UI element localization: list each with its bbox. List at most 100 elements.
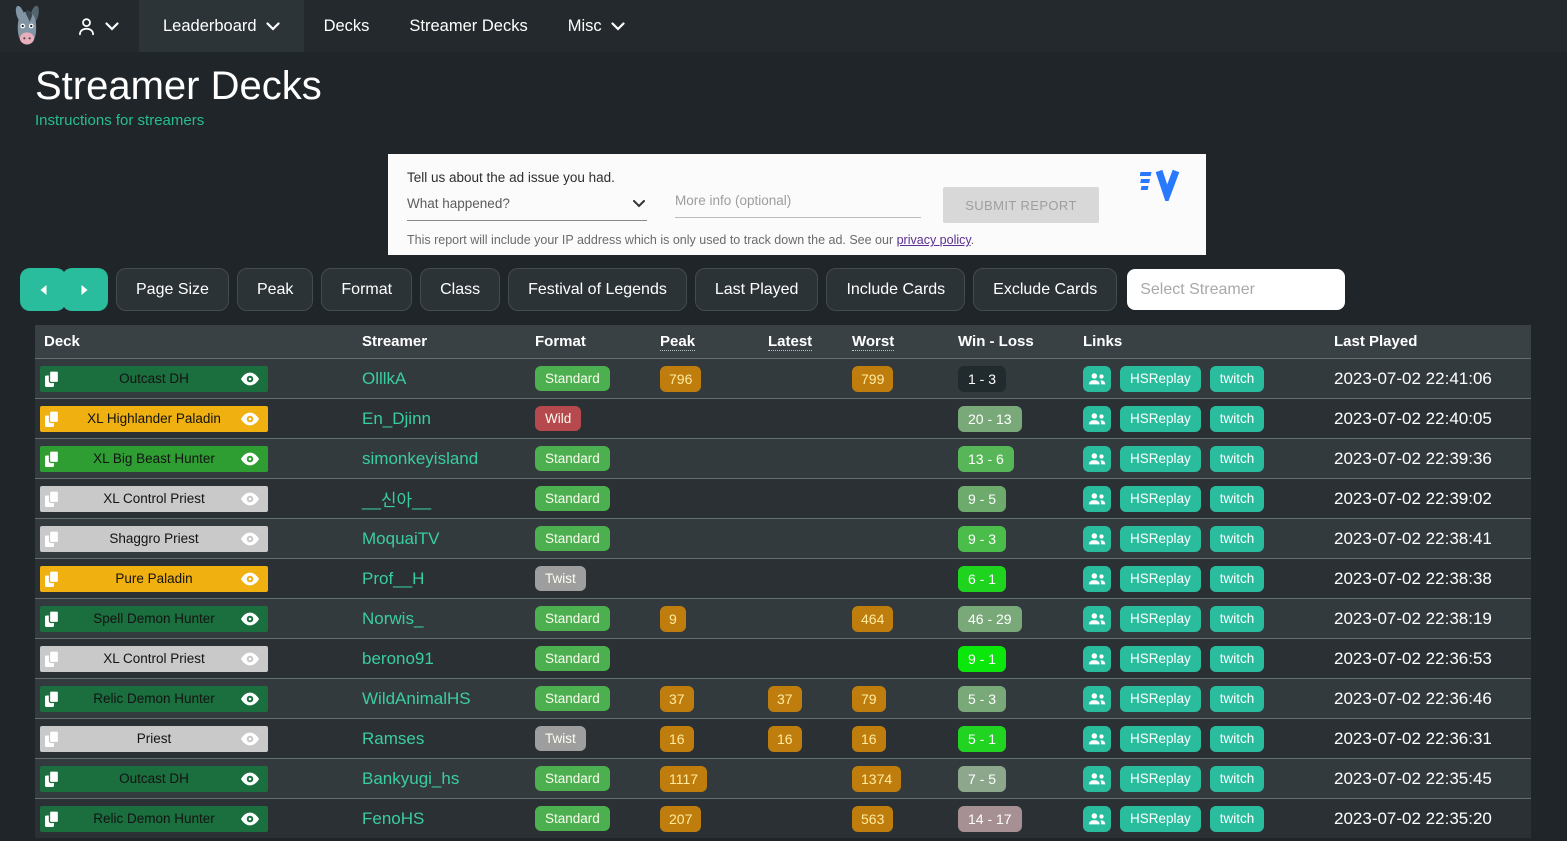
copy-deck-icon[interactable] xyxy=(44,770,60,788)
hsreplay-button[interactable]: HSReplay xyxy=(1120,366,1201,392)
hsreplay-button[interactable]: HSReplay xyxy=(1120,486,1201,512)
deck-pill[interactable]: Spell Demon Hunter xyxy=(40,606,268,632)
view-deck-icon[interactable] xyxy=(240,652,260,666)
ad-issue-select[interactable]: What happened? xyxy=(407,196,647,221)
copy-deck-icon[interactable] xyxy=(44,570,60,588)
hsreplay-button[interactable]: HSReplay xyxy=(1120,646,1201,672)
streamer-link[interactable]: Norwis_ xyxy=(362,609,423,628)
twitch-button[interactable]: twitch xyxy=(1210,566,1265,592)
ad-more-info-input[interactable] xyxy=(675,193,921,218)
deck-players-button[interactable] xyxy=(1083,566,1111,592)
copy-deck-icon[interactable] xyxy=(44,610,60,628)
deck-players-button[interactable] xyxy=(1083,806,1111,832)
streamer-link[interactable]: FenoHS xyxy=(362,809,424,828)
deck-players-button[interactable] xyxy=(1083,366,1111,392)
streamer-link[interactable]: MoquaiTV xyxy=(362,529,439,548)
hsreplay-button[interactable]: HSReplay xyxy=(1120,566,1201,592)
copy-deck-icon[interactable] xyxy=(44,370,60,388)
streamer-link[interactable]: WildAnimalHS xyxy=(362,689,471,708)
col-header-worst[interactable]: Worst xyxy=(852,333,958,351)
twitch-button[interactable]: twitch xyxy=(1210,446,1265,472)
deck-players-button[interactable] xyxy=(1083,406,1111,432)
twitch-button[interactable]: twitch xyxy=(1210,646,1265,672)
streamer-link[interactable]: __신아__ xyxy=(362,491,431,510)
deck-pill[interactable]: XL Big Beast Hunter xyxy=(40,446,268,472)
streamer-link[interactable]: Prof__H xyxy=(362,569,424,588)
filter-button-format[interactable]: Format xyxy=(321,268,412,311)
view-deck-icon[interactable] xyxy=(240,812,260,826)
streamer-link[interactable]: Ramses xyxy=(362,729,424,748)
view-deck-icon[interactable] xyxy=(240,412,260,426)
deck-pill[interactable]: Outcast DH xyxy=(40,766,268,792)
hsreplay-button[interactable]: HSReplay xyxy=(1120,606,1201,632)
col-header-latest[interactable]: Latest xyxy=(768,333,852,351)
twitch-button[interactable]: twitch xyxy=(1210,766,1265,792)
copy-deck-icon[interactable] xyxy=(44,410,60,428)
deck-pill[interactable]: Priest xyxy=(40,726,268,752)
deck-pill[interactable]: Relic Demon Hunter xyxy=(40,806,268,832)
streamer-select-input[interactable] xyxy=(1127,269,1345,310)
deck-players-button[interactable] xyxy=(1083,726,1111,752)
submit-report-button[interactable]: SUBMIT REPORT xyxy=(943,187,1099,223)
deck-pill[interactable]: XL Control Priest xyxy=(40,646,268,672)
deck-players-button[interactable] xyxy=(1083,686,1111,712)
user-menu[interactable] xyxy=(58,0,139,52)
view-deck-icon[interactable] xyxy=(240,492,260,506)
deck-pill[interactable]: XL Control Priest xyxy=(40,486,268,512)
view-deck-icon[interactable] xyxy=(240,532,260,546)
filter-button-last-played[interactable]: Last Played xyxy=(695,268,819,311)
copy-deck-icon[interactable] xyxy=(44,530,60,548)
deck-players-button[interactable] xyxy=(1083,446,1111,472)
deck-pill[interactable]: Shaggro Priest xyxy=(40,526,268,552)
deck-players-button[interactable] xyxy=(1083,766,1111,792)
deck-pill[interactable]: Relic Demon Hunter xyxy=(40,686,268,712)
col-header-peak[interactable]: Peak xyxy=(660,333,768,351)
deck-players-button[interactable] xyxy=(1083,646,1111,672)
hsreplay-button[interactable]: HSReplay xyxy=(1120,806,1201,832)
copy-deck-icon[interactable] xyxy=(44,810,60,828)
twitch-button[interactable]: twitch xyxy=(1210,486,1265,512)
prev-page-button[interactable] xyxy=(20,268,66,311)
filter-button-peak[interactable]: Peak xyxy=(237,268,313,311)
filter-button-include-cards[interactable]: Include Cards xyxy=(826,268,965,311)
hsreplay-button[interactable]: HSReplay xyxy=(1120,726,1201,752)
view-deck-icon[interactable] xyxy=(240,692,260,706)
nav-item-decks[interactable]: Decks xyxy=(304,0,390,52)
deck-pill[interactable]: Outcast DH xyxy=(40,366,268,392)
copy-deck-icon[interactable] xyxy=(44,450,60,468)
filter-button-page-size[interactable]: Page Size xyxy=(116,268,229,311)
copy-deck-icon[interactable] xyxy=(44,730,60,748)
copy-deck-icon[interactable] xyxy=(44,490,60,508)
site-logo[interactable] xyxy=(0,0,58,52)
privacy-policy-link[interactable]: privacy policy xyxy=(897,233,971,247)
hsreplay-button[interactable]: HSReplay xyxy=(1120,406,1201,432)
nav-item-streamer-decks[interactable]: Streamer Decks xyxy=(389,0,547,52)
deck-pill[interactable]: XL Highlander Paladin xyxy=(40,406,268,432)
twitch-button[interactable]: twitch xyxy=(1210,606,1265,632)
deck-players-button[interactable] xyxy=(1083,526,1111,552)
view-deck-icon[interactable] xyxy=(240,612,260,626)
nav-item-misc[interactable]: Misc xyxy=(548,0,645,52)
streamer-link[interactable]: Bankyugi_hs xyxy=(362,769,459,788)
deck-players-button[interactable] xyxy=(1083,486,1111,512)
view-deck-icon[interactable] xyxy=(240,772,260,786)
view-deck-icon[interactable] xyxy=(240,372,260,386)
twitch-button[interactable]: twitch xyxy=(1210,526,1265,552)
nav-item-leaderboard[interactable]: Leaderboard xyxy=(139,0,304,52)
hsreplay-button[interactable]: HSReplay xyxy=(1120,766,1201,792)
streamer-link[interactable]: berono91 xyxy=(362,649,434,668)
streamer-link[interactable]: En_Djinn xyxy=(362,409,431,428)
twitch-button[interactable]: twitch xyxy=(1210,726,1265,752)
hsreplay-button[interactable]: HSReplay xyxy=(1120,686,1201,712)
filter-button-exclude-cards[interactable]: Exclude Cards xyxy=(973,268,1117,311)
streamer-link[interactable]: OlllkA xyxy=(362,369,406,388)
copy-deck-icon[interactable] xyxy=(44,690,60,708)
deck-players-button[interactable] xyxy=(1083,606,1111,632)
view-deck-icon[interactable] xyxy=(240,732,260,746)
twitch-button[interactable]: twitch xyxy=(1210,406,1265,432)
twitch-button[interactable]: twitch xyxy=(1210,806,1265,832)
twitch-button[interactable]: twitch xyxy=(1210,366,1265,392)
hsreplay-button[interactable]: HSReplay xyxy=(1120,446,1201,472)
view-deck-icon[interactable] xyxy=(240,452,260,466)
copy-deck-icon[interactable] xyxy=(44,650,60,668)
